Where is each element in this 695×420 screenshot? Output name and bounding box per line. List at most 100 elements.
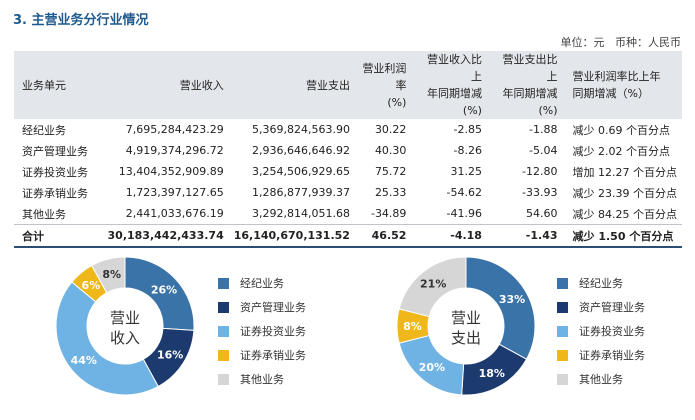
legend-item: 证券承销业务 bbox=[557, 343, 645, 367]
cell-revenue: 2,441,033,676.19 bbox=[125, 207, 224, 220]
legend-label: 证券投资业务 bbox=[579, 325, 645, 338]
legend-label: 证券承销业务 bbox=[240, 349, 306, 362]
table-row: 证券投资业务 13,404,352,909.89 3,254,506,929.6… bbox=[14, 161, 682, 182]
legend-item: 证券承销业务 bbox=[218, 343, 306, 367]
cell-margin-change: 减少 2.02 个百分点 bbox=[572, 144, 671, 158]
donut-center-title: 营业 bbox=[451, 309, 481, 327]
donut-center-title: 收入 bbox=[110, 329, 140, 347]
slice-label: 6% bbox=[82, 279, 101, 292]
cell-expense-change: -1.43 bbox=[486, 224, 563, 248]
cell-revenue-change: -41.96 bbox=[446, 207, 482, 220]
cell-expense-change: 54.60 bbox=[526, 207, 558, 220]
legend-label: 证券承销业务 bbox=[579, 349, 645, 362]
cell-revenue: 30,183,442,433.74 bbox=[102, 224, 229, 248]
cell-expense: 3,254,506,929.65 bbox=[251, 165, 350, 178]
cell-margin: 25.33 bbox=[374, 186, 407, 199]
legend-item: 资产管理业务 bbox=[557, 295, 645, 319]
legend-item: 经纪业务 bbox=[557, 271, 645, 295]
cell-margin: 75.72 bbox=[374, 165, 407, 178]
donut-center-title: 营业 bbox=[110, 309, 140, 327]
legend-swatch bbox=[218, 349, 229, 361]
cell-expense: 5,369,824,563.90 bbox=[251, 123, 350, 136]
slice-label: 33% bbox=[499, 293, 525, 306]
legend-label: 其他业务 bbox=[240, 373, 284, 386]
header-margin: 营业利润率 (%) bbox=[362, 61, 407, 109]
donut-slice-1 bbox=[465, 256, 536, 360]
slice-label: 8% bbox=[403, 320, 422, 333]
header-revenue: 营业收入 bbox=[179, 78, 224, 92]
header-expense-change: 营业支出比上 年同期增减(%) bbox=[502, 53, 558, 117]
legend-swatch bbox=[218, 325, 229, 337]
donut-slice-3 bbox=[55, 281, 159, 396]
table-total-row: 合计 30,183,442,433.74 16,140,670,131.52 4… bbox=[14, 224, 682, 248]
legend-item: 经纪业务 bbox=[218, 271, 306, 295]
cell-expense-change: -1.88 bbox=[529, 123, 558, 136]
legend-swatch bbox=[557, 373, 568, 385]
revenue-donut-chart: 26% 16% 44% 6%8% 营业收入 bbox=[55, 256, 195, 396]
expense-legend: 经纪业务资产管理业务 证券投资业务 证券承销业务 其他业务 bbox=[557, 271, 645, 391]
cell-expense-change: -5.04 bbox=[529, 144, 558, 157]
cell-revenue-change: -8.26 bbox=[453, 144, 482, 157]
slice-label: 26% bbox=[151, 283, 177, 296]
legend-item: 证券投资业务 bbox=[218, 319, 306, 343]
section-title: 3. 主营业务分行业情况 bbox=[13, 13, 149, 28]
expense-donut-chart: 33% 18% 20% 8% 21% 营业支出 bbox=[396, 256, 536, 396]
legend-swatch bbox=[557, 277, 568, 289]
header-revenue-change: 营业收入比上 年同期增减(%) bbox=[426, 53, 482, 117]
cell-expense-change: -33.93 bbox=[522, 186, 558, 199]
cell-margin: 30.22 bbox=[374, 123, 407, 136]
cell-margin-change: 减少 23.39 个百分点 bbox=[572, 186, 677, 200]
header-margin-change: 营业利润率比上年 同期增减（%） bbox=[572, 70, 661, 100]
cell-margin-change: 减少 84.25 个百分点 bbox=[572, 207, 677, 221]
table-row: 资产管理业务 4,919,374,296.72 2,936,646,646.92… bbox=[14, 140, 682, 161]
cell-unit: 资产管理业务 bbox=[22, 144, 88, 158]
legend-swatch bbox=[557, 349, 568, 361]
table-header-row: 业务单元 营业收入 营业支出 营业利润率 (%) 营业收入比上 年同期增减(%)… bbox=[14, 51, 682, 119]
legend-label: 资产管理业务 bbox=[240, 301, 306, 314]
legend-item: 资产管理业务 bbox=[218, 295, 306, 319]
cell-expense: 3,292,814,051.68 bbox=[251, 207, 350, 220]
cell-unit: 其他业务 bbox=[22, 207, 66, 221]
legend-label: 资产管理业务 bbox=[579, 301, 645, 314]
donut-center-title: 支出 bbox=[451, 329, 481, 347]
cell-margin: 46.52 bbox=[354, 224, 412, 248]
header-expense: 营业支出 bbox=[305, 78, 350, 92]
cell-margin: -34.89 bbox=[370, 207, 407, 220]
legend-swatch bbox=[218, 373, 229, 385]
slice-label: 21% bbox=[420, 278, 446, 291]
donut-slice-5 bbox=[398, 256, 467, 318]
table-row: 证券承销业务 1,723,397,127.65 1,286,877,939.37… bbox=[14, 182, 682, 203]
cell-revenue-change: 31.25 bbox=[450, 165, 482, 178]
slice-label: 20% bbox=[419, 361, 445, 374]
cell-revenue: 1,723,397,127.65 bbox=[125, 186, 224, 199]
legend-label: 经纪业务 bbox=[579, 277, 623, 290]
table-row: 其他业务 2,441,033,676.19 3,292,814,051.68 -… bbox=[14, 203, 682, 225]
cell-margin-change: 减少 1.50 个百分点 bbox=[562, 224, 682, 248]
cell-revenue-change: -2.85 bbox=[453, 123, 482, 136]
slice-label: 18% bbox=[479, 367, 505, 380]
legend-label: 其他业务 bbox=[579, 373, 623, 386]
cell-revenue-change: -54.62 bbox=[446, 186, 482, 199]
cell-unit: 证券投资业务 bbox=[22, 165, 88, 179]
cell-revenue: 13,404,352,909.89 bbox=[118, 165, 224, 178]
cell-unit: 经纪业务 bbox=[22, 123, 66, 137]
legend-item: 其他业务 bbox=[218, 367, 306, 391]
cell-revenue-change: -4.18 bbox=[411, 224, 487, 248]
legend-swatch bbox=[557, 301, 568, 313]
unit-note: 单位：元 币种：人民币 bbox=[560, 36, 682, 49]
cell-revenue: 4,919,374,296.72 bbox=[125, 144, 224, 157]
cell-revenue: 7,695,284,423.29 bbox=[125, 123, 224, 136]
industry-table: 业务单元 营业收入 营业支出 营业利润率 (%) 营业收入比上 年同期增减(%)… bbox=[14, 51, 682, 248]
cell-unit: 合计 bbox=[14, 224, 103, 248]
legend-swatch bbox=[218, 301, 229, 313]
slice-label: 8% bbox=[102, 268, 121, 281]
cell-expense: 2,936,646,646.92 bbox=[251, 144, 350, 157]
donut-slice-5 bbox=[91, 256, 126, 294]
revenue-legend: 经纪业务资产管理业务证券投资业务证券承销业务 其他业务 bbox=[218, 271, 306, 391]
legend-item: 证券投资业务 bbox=[557, 319, 645, 343]
cell-expense: 16,140,670,131.52 bbox=[228, 224, 355, 248]
cell-margin-change: 减少 0.69 个百分点 bbox=[572, 123, 671, 137]
table-row: 经纪业务 7,695,284,423.29 5,369,824,563.90 3… bbox=[14, 119, 682, 140]
cell-margin: 40.30 bbox=[374, 144, 407, 157]
cell-expense: 1,286,877,939.37 bbox=[251, 186, 350, 199]
